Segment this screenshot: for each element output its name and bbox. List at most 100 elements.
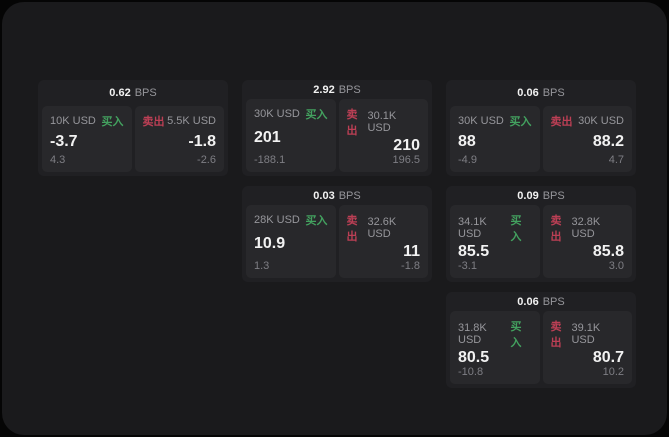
- bps-value: 2.92: [313, 83, 335, 96]
- pane-top: 30K USD 买入: [458, 113, 532, 129]
- buy-tag: 买入: [510, 321, 522, 349]
- buy-size: 30K USD: [458, 115, 504, 127]
- buy-price: 80.5: [458, 349, 490, 366]
- buy-size: 31.8K USD: [458, 322, 487, 346]
- card-header: 0.06 BPS: [446, 80, 636, 106]
- quote-card: 2.92 BPS 30K USD 买入 201 -188.1 卖出 30.1K …: [242, 80, 432, 176]
- pane-top: 卖出 5.5K USD: [143, 113, 217, 129]
- card-body: 34.1K USD 买入 85.5 -3.1 卖出 32.8K USD 85.8…: [446, 205, 636, 282]
- buy-price: 201: [254, 129, 281, 146]
- buy-delta: 1.3: [254, 260, 270, 272]
- sell-pane[interactable]: 卖出 39.1K USD 80.7 10.2: [542, 311, 632, 384]
- sell-tag: 卖出: [550, 321, 562, 349]
- sell-tag: 卖出: [346, 215, 358, 243]
- sell-delta: 10.2: [602, 366, 624, 378]
- sell-pane[interactable]: 卖出 32.6K USD 11 -1.8: [338, 205, 428, 278]
- card-header: 0.06 BPS: [446, 292, 636, 311]
- buy-pane[interactable]: 34.1K USD 买入 85.5 -3.1: [450, 205, 540, 278]
- pane-top: 卖出 39.1K USD: [551, 318, 625, 350]
- buy-delta: -188.1: [254, 154, 286, 166]
- bps-value: 0.06: [517, 295, 539, 308]
- sell-pane[interactable]: 卖出 30.1K USD 210 196.5: [338, 99, 428, 172]
- buy-size: 28K USD: [254, 214, 300, 226]
- buy-price: -3.7: [50, 132, 78, 150]
- sell-size: 30.1K USD: [367, 110, 397, 134]
- bps-value: 0.09: [517, 189, 539, 202]
- card-header: 2.92 BPS: [242, 80, 432, 99]
- pane-top: 卖出 32.6K USD: [347, 212, 421, 244]
- buy-tag: 买入: [509, 116, 532, 128]
- card-header: 0.03 BPS: [242, 186, 432, 205]
- card-body: 31.8K USD 买入 80.5 -10.8 卖出 39.1K USD 80.…: [446, 311, 636, 388]
- buy-size: 34.1K USD: [458, 216, 487, 240]
- card-body: 28K USD 买入 10.9 1.3 卖出 32.6K USD 11 -1.8: [242, 205, 432, 282]
- buy-tag: 买入: [305, 109, 328, 121]
- sell-price: 80.7: [592, 349, 624, 366]
- sell-price: 210: [393, 137, 420, 154]
- pane-top: 34.1K USD 买入: [458, 212, 532, 244]
- buy-pane[interactable]: 30K USD 买入 201 -188.1: [246, 99, 336, 172]
- quote-board: 0.62 BPS 10K USD 买入 -3.7 4.3 卖出 5.5K USD…: [38, 80, 636, 388]
- buy-tag: 买入: [101, 116, 124, 128]
- bps-unit: BPS: [542, 295, 565, 308]
- quote-card: 0.09 BPS 34.1K USD 买入 85.5 -3.1 卖出 32.8K…: [446, 186, 636, 282]
- pane-top: 10K USD 买入: [50, 113, 124, 129]
- buy-delta: -4.9: [458, 154, 477, 166]
- buy-delta: 4.3: [50, 154, 66, 166]
- pane-top: 卖出 30K USD: [551, 113, 625, 129]
- sell-price: -1.8: [188, 132, 216, 150]
- bps-unit: BPS: [542, 87, 565, 99]
- buy-pane[interactable]: 31.8K USD 买入 80.5 -10.8: [450, 311, 540, 384]
- buy-price: 88: [458, 132, 476, 150]
- bps-unit: BPS: [134, 87, 157, 99]
- sell-tag: 卖出: [142, 116, 165, 128]
- pane-top: 31.8K USD 买入: [458, 318, 532, 350]
- sell-size: 30K USD: [578, 115, 624, 127]
- pane-top: 30K USD 买入: [254, 106, 328, 122]
- sell-delta: 196.5: [392, 154, 420, 166]
- sell-tag: 卖出: [550, 215, 562, 243]
- bps-unit: BPS: [338, 83, 361, 96]
- quote-card: 0.03 BPS 28K USD 买入 10.9 1.3 卖出 32.6K US…: [242, 186, 432, 282]
- sell-delta: -2.6: [197, 154, 216, 166]
- sell-price: 88.2: [592, 132, 624, 150]
- buy-pane[interactable]: 28K USD 买入 10.9 1.3: [246, 205, 336, 278]
- sell-tag: 卖出: [346, 109, 358, 137]
- buy-size: 10K USD: [50, 115, 96, 127]
- pane-top: 卖出 32.8K USD: [551, 212, 625, 244]
- quote-card: 0.06 BPS 31.8K USD 买入 80.5 -10.8 卖出 39.1…: [446, 292, 636, 388]
- sell-tag: 卖出: [550, 116, 573, 128]
- sell-delta: 4.7: [608, 154, 624, 166]
- bps-value: 0.62: [109, 87, 131, 99]
- sell-price: 85.8: [592, 243, 624, 260]
- sell-pane[interactable]: 卖出 5.5K USD -1.8 -2.6: [134, 106, 224, 172]
- buy-price: 85.5: [458, 243, 490, 260]
- sell-delta: 3.0: [608, 260, 624, 272]
- buy-delta: -10.8: [458, 366, 484, 378]
- sell-delta: -1.8: [401, 260, 420, 272]
- pane-top: 28K USD 买入: [254, 212, 328, 228]
- sell-pane[interactable]: 卖出 32.8K USD 85.8 3.0: [542, 205, 632, 278]
- quote-card: 0.62 BPS 10K USD 买入 -3.7 4.3 卖出 5.5K USD…: [38, 80, 228, 176]
- bps-unit: BPS: [542, 189, 565, 202]
- buy-pane[interactable]: 10K USD 买入 -3.7 4.3: [42, 106, 132, 172]
- sell-size: 32.6K USD: [367, 216, 397, 240]
- quote-card: 0.06 BPS 30K USD 买入 88 -4.9 卖出 30K USD 8…: [446, 80, 636, 176]
- buy-size: 30K USD: [254, 108, 300, 120]
- card-body: 30K USD 买入 88 -4.9 卖出 30K USD 88.2 4.7: [446, 106, 636, 176]
- sell-pane[interactable]: 卖出 30K USD 88.2 4.7: [542, 106, 632, 172]
- bps-value: 0.06: [517, 87, 539, 99]
- pane-top: 卖出 30.1K USD: [347, 106, 421, 138]
- sell-size: 5.5K USD: [167, 115, 216, 127]
- sell-size: 32.8K USD: [571, 216, 601, 240]
- buy-price: 10.9: [254, 235, 286, 252]
- buy-tag: 买入: [510, 215, 522, 243]
- card-header: 0.62 BPS: [38, 80, 228, 106]
- buy-pane[interactable]: 30K USD 买入 88 -4.9: [450, 106, 540, 172]
- bps-unit: BPS: [338, 189, 361, 202]
- card-body: 10K USD 买入 -3.7 4.3 卖出 5.5K USD -1.8 -2.…: [38, 106, 228, 176]
- bps-value: 0.03: [313, 189, 335, 202]
- card-header: 0.09 BPS: [446, 186, 636, 205]
- sell-price: 11: [403, 243, 420, 260]
- buy-delta: -3.1: [458, 260, 477, 272]
